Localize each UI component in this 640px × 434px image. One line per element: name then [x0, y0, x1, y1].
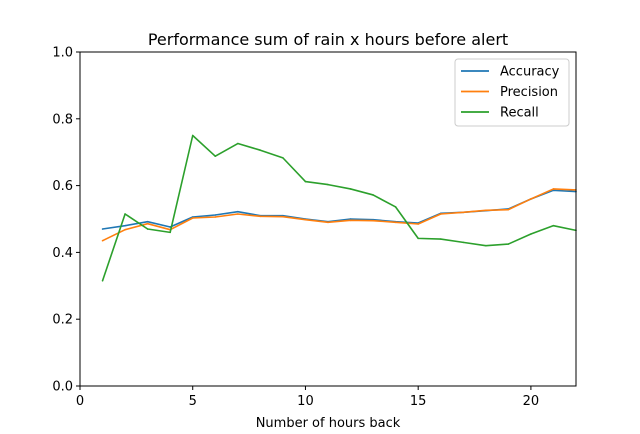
legend-item-recall: Recall — [461, 106, 539, 121]
data-point-recall — [552, 224, 555, 227]
legend-label: Accuracy — [500, 65, 560, 80]
data-point-recall — [282, 157, 284, 159]
data-point-recall — [101, 279, 104, 282]
data-point-accuracy — [349, 218, 352, 220]
data-point-recall — [169, 231, 171, 234]
data-point-recall — [191, 134, 194, 137]
y-tick-label: 0.0 — [52, 380, 73, 395]
data-point-accuracy — [237, 210, 239, 213]
chart-title: Performance sum of rain x hours before a… — [148, 30, 508, 49]
data-point-precision — [394, 221, 397, 224]
data-point-precision — [349, 219, 352, 222]
x-tick-label: 20 — [523, 394, 540, 409]
y-tick-label: 0.6 — [52, 179, 73, 194]
data-point-precision — [282, 215, 284, 218]
x-tick-label: 5 — [189, 394, 197, 409]
data-point-precision — [417, 223, 419, 225]
data-point-accuracy — [124, 224, 126, 227]
data-point-precision — [124, 228, 126, 231]
x-tick-label: 0 — [76, 394, 84, 409]
legend: Accuracy Precision Recall — [454, 58, 570, 127]
data-point-accuracy — [214, 214, 217, 216]
plot-frame — [79, 51, 577, 387]
data-point-precision — [372, 219, 374, 222]
x-tick-label: 10 — [297, 394, 314, 409]
y-tick-label: 0.4 — [52, 246, 73, 261]
data-point-precision — [101, 239, 104, 242]
y-axis: 0.0 0.2 0.4 0.6 0.8 1.0 — [52, 46, 80, 395]
legend-item-precision: Precision — [461, 85, 558, 100]
x-axis-label: Number of hours back — [256, 416, 401, 431]
y-tick-label: 0.8 — [52, 112, 73, 127]
data-point-precision — [237, 213, 239, 215]
data-point-recall — [237, 142, 239, 145]
series-line-precision — [102, 188, 577, 242]
data-point-precision — [146, 222, 149, 225]
data-point-precision — [191, 217, 194, 219]
data-point-recall — [349, 188, 352, 190]
data-point-recall — [327, 183, 329, 186]
data-point-recall — [507, 243, 510, 245]
data-point-precision — [304, 218, 307, 221]
data-point-recall — [417, 237, 419, 240]
data-point-recall — [372, 194, 374, 196]
legend-item-accuracy: Accuracy — [461, 65, 560, 80]
data-point-recall — [259, 149, 262, 151]
data-point-accuracy — [101, 228, 104, 230]
y-tick-label: 1.0 — [52, 46, 73, 61]
series-recall — [101, 134, 577, 282]
data-point-recall — [462, 241, 465, 244]
data-point-recall — [530, 233, 532, 235]
data-point-precision — [259, 215, 262, 218]
data-point-recall — [124, 213, 126, 215]
data-point-accuracy — [146, 220, 149, 223]
x-tick-label: 15 — [410, 394, 427, 409]
data-point-precision — [507, 208, 510, 211]
data-point-precision — [327, 221, 329, 224]
series-line-recall — [101, 134, 577, 282]
series-layer — [101, 134, 577, 282]
legend-label: Precision — [500, 85, 558, 100]
data-point-recall — [146, 228, 149, 230]
data-point-precision — [439, 213, 442, 215]
data-point-recall — [485, 244, 487, 247]
data-point-recall — [439, 238, 442, 240]
legend-label: Recall — [500, 106, 539, 121]
data-point-precision — [462, 211, 465, 214]
data-point-recall — [304, 180, 307, 183]
legend-frame — [454, 58, 570, 127]
data-point-precision — [214, 216, 217, 218]
x-axis: 0 5 10 15 20 — [76, 386, 539, 409]
data-point-precision — [485, 209, 487, 212]
data-point-precision — [552, 188, 555, 190]
data-point-recall — [214, 155, 217, 158]
data-point-precision — [530, 198, 532, 200]
data-point-recall — [394, 206, 397, 208]
y-tick-label: 0.2 — [52, 313, 73, 328]
